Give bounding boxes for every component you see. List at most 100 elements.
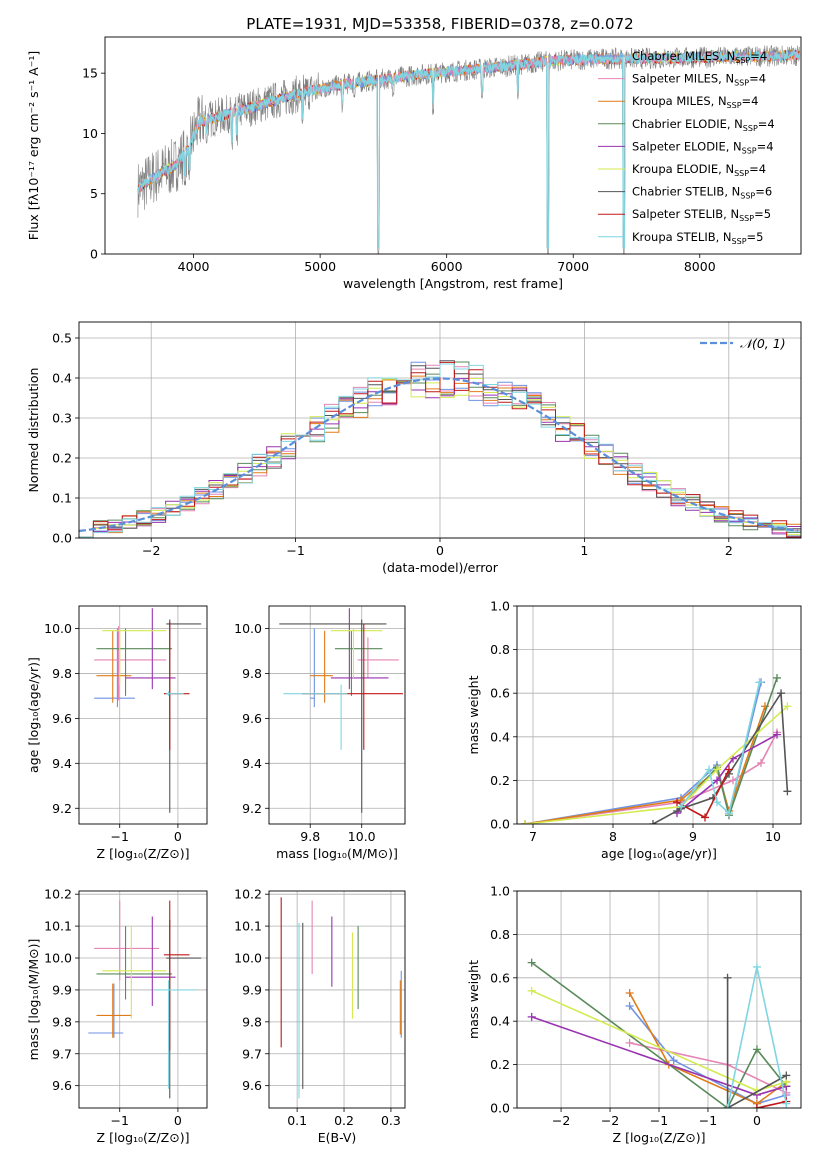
x-tick-label: 7000 (557, 259, 589, 274)
weight-marker (677, 802, 685, 811)
y-tick-label: 9.9 (52, 982, 72, 997)
axes-frame (78, 890, 208, 1109)
axes-frame (268, 605, 406, 825)
weight-marker (649, 820, 657, 824)
y-tick-label: 0.8 (490, 927, 510, 942)
axes-spectrum: 4000 5000 6000 7000 8000 0 5 10 15 wavelength [An… (26, 36, 802, 291)
weight-marker (669, 1056, 678, 1065)
y-tick-label: 10.1 (234, 919, 262, 934)
y-axis-label: mass weight (466, 960, 481, 1039)
x-axis-label: age [log₁₀(age/yr)] (601, 846, 717, 861)
legend-label-sub: SSP (734, 169, 749, 178)
y-tick-label: 0.4 (52, 371, 72, 386)
weight-marker (521, 820, 529, 824)
x-tick-label: 1 (580, 543, 588, 558)
y-tick-label: 0.4 (490, 1014, 510, 1029)
y-tick-label: 10.0 (44, 621, 72, 636)
plot-area-spectrum (137, 45, 801, 254)
legend-label-suffix: =6 (755, 185, 772, 199)
x-tick-label: 10.0 (348, 829, 376, 844)
y-axis-label: mass [log₁₀(M/M⊙)] (26, 939, 41, 1061)
y-tick-label: 10 (82, 126, 98, 141)
y-tick-label: 5 (90, 186, 98, 201)
chart-title: PLATE=1931, MJD=53358, FIBERID=0378, z=0… (246, 15, 633, 33)
gaussian-curve (79, 377, 799, 533)
y-tick-label: 0.2 (490, 1057, 510, 1072)
legend-label-sub: SSP (742, 146, 757, 155)
x-tick-label: 0 (753, 1113, 761, 1128)
y-axis-label: Normed distribution (26, 368, 41, 493)
weight-marker (757, 758, 765, 767)
weight-marker (725, 809, 733, 818)
legend-label: Kroupa STELIB, NSSP=5 (632, 230, 763, 246)
y-tick-label: 0.1 (52, 491, 72, 506)
weight-marker (773, 730, 781, 739)
legend-label: Chabrier STELIB, NSSP=6 (632, 185, 772, 201)
axes-frame (268, 890, 406, 1109)
weight-marker (752, 1104, 761, 1108)
x-tick-label: 0.1 (287, 1113, 307, 1128)
plot-area-mass_weight_vs_Z (527, 958, 791, 1108)
weight-marker (729, 776, 737, 785)
axes-frame (516, 890, 802, 1109)
legend-label: Chabrier MILES, NSSP=4 (632, 49, 767, 65)
y-tick-label: 15 (82, 66, 98, 81)
y-tick-label: 1.0 (490, 884, 510, 899)
y-tick-label: 10.0 (44, 951, 72, 966)
weight-marker (527, 986, 536, 995)
x-axis-label: mass [log₁₀(M/M⊙)] (276, 846, 398, 861)
weight-marker (755, 678, 764, 687)
legend-label: Salpeter ELODIE, NSSP=4 (632, 139, 774, 155)
x-tick-label: 7 (529, 829, 537, 844)
y-tick-label: 1.0 (490, 599, 510, 614)
axes-frame (104, 36, 802, 255)
axes-mass_weight_vs_age: 7 8 9 10 0.0 0.2 0.4 0.6 0.8 1.0 age [log₁₀(age/yr… (466, 599, 802, 861)
weight-line (628, 992, 787, 1105)
x-tick-label: 0.2 (334, 1113, 354, 1128)
x-axis-label: Z [log₁₀(Z/Z⊙)] (613, 1130, 706, 1145)
legend-label-sub: SSP (734, 79, 749, 88)
x-axis-label: E(B-V) (318, 1130, 357, 1145)
y-tick-label: 9.4 (52, 756, 72, 771)
legend-label-suffix: =4 (749, 162, 766, 176)
axes-residuals: −2 −1 0 1 2 0.0 0.1 0.2 0.3 0.4 0.5 (data-model)/er… (26, 321, 802, 575)
axes-frame (78, 321, 802, 539)
legend-label-text: Kroupa STELIB, N (632, 230, 732, 244)
y-tick-label: 0.0 (490, 817, 510, 832)
y-tick-label: 0.2 (52, 451, 72, 466)
x-tick-label: 5000 (304, 259, 336, 274)
legend-label-sub: SSP (740, 192, 755, 201)
y-tick-label: 9.6 (242, 1078, 262, 1093)
legend-label: Kroupa MILES, NSSP=4 (632, 94, 758, 110)
legend-label-sub: SSP (739, 214, 754, 223)
x-axis-label: Z [log₁₀(Z/Z⊙)] (97, 846, 190, 861)
model-spectrum (137, 48, 801, 249)
weight-marker (713, 765, 721, 774)
y-tick-label: 9.2 (52, 801, 72, 816)
y-tick-label: 10.2 (44, 887, 72, 902)
y-tick-label: 9.7 (242, 1046, 262, 1061)
weight-marker (625, 1002, 634, 1011)
y-tick-label: 9.4 (242, 756, 262, 771)
x-tick-label: −1 (699, 1113, 717, 1128)
weight-marker (783, 702, 792, 711)
x-tick-label: 0.3 (381, 1113, 401, 1128)
y-tick-label: 0.4 (490, 729, 510, 744)
x-tick-label: 9.8 (300, 829, 320, 844)
axes-frame (516, 605, 802, 825)
y-axis-label: mass weight (466, 675, 481, 754)
weight-marker (713, 776, 721, 785)
y-tick-label: 0.6 (490, 970, 510, 985)
weight-line (726, 977, 787, 1108)
y-tick-label: 9.6 (52, 711, 72, 726)
legend-label-text: Kroupa ELODIE, N (632, 162, 734, 176)
legend-label-text: Chabrier ELODIE, N (632, 117, 743, 131)
y-tick-label: 0.3 (52, 411, 72, 426)
x-tick-label: 8000 (684, 259, 716, 274)
y-tick-label: 10.0 (234, 621, 262, 636)
x-axis-label: Z [log₁₀(Z/Z⊙)] (97, 1130, 190, 1145)
weight-marker (625, 988, 634, 997)
x-tick-label: 2 (725, 543, 733, 558)
legend-label-text: Salpeter ELODIE, N (632, 139, 742, 153)
